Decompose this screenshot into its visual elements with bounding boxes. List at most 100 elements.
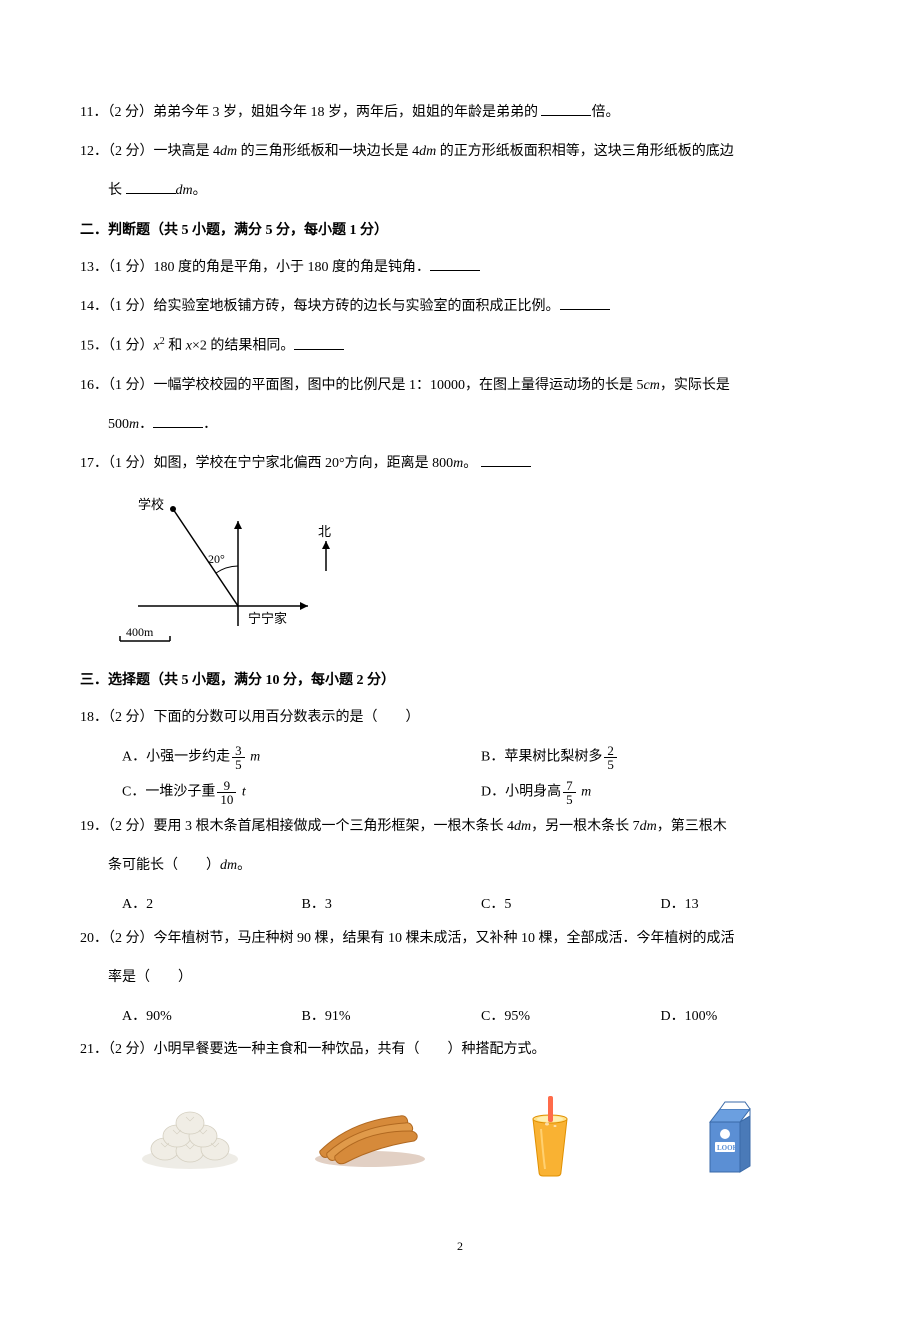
q13-text: 180 度的角是平角，小于 180 度的角是钝角． (154, 260, 431, 275)
q20-indent-a: 率是（ ） (108, 970, 192, 985)
q17-text-a: 如图，学校在宁宁家北偏西 20°方向，距离是 800 (154, 456, 454, 471)
q18-c-frac: 910 (217, 779, 236, 806)
question-18: 18．（2 分）下面的分数可以用百分数表示的是（ ） (80, 705, 840, 730)
q12-number: 12．（2 分） (80, 144, 154, 159)
question-20: 20．（2 分）今年植树节，马庄种树 90 棵，结果有 10 棵未成活，又补种 … (80, 926, 840, 951)
q12-indent-a: 长 (108, 183, 126, 198)
q21-number: 21．（2 分） (80, 1042, 154, 1057)
q19-option-d: D．13 (661, 892, 841, 917)
q18-b-frac: 25 (604, 744, 617, 771)
q17-m: m (453, 456, 463, 471)
milk-icon: LOOK (665, 1096, 795, 1176)
youtiao-icon (305, 1096, 435, 1176)
q11-number: 11．（2 分） (80, 105, 153, 120)
q16-text-d: ． (203, 417, 217, 432)
q20-text-a: 今年植树节，马庄种树 90 棵，结果有 10 棵未成活，又补种 10 棵，全部成… (154, 931, 735, 946)
q16-indent-a: 500 (108, 417, 129, 432)
q16-text-a: 一幅学校校园的平面图，图中的比例尺是 1：10000，在图上量得运动场的长是 5 (154, 378, 644, 393)
question-12-cont: 长 dm。 (80, 178, 840, 203)
q11-text-a: 弟弟今年 3 岁，姐姐今年 18 岁，两年后，姐姐的年龄是弟弟的 (153, 105, 542, 120)
q14-number: 14．（1 分） (80, 299, 154, 314)
q12-text-c: 的正方形纸板面积相等，这块三角形纸板的底边 (436, 144, 734, 159)
q20-options: A．90% B．91% C．95% D．100% (80, 1004, 840, 1037)
q19-indent-a: 条可能长（ ） (108, 858, 220, 873)
home-label: 宁宁家 (248, 611, 287, 626)
q21-food-images: LOOK (80, 1076, 840, 1186)
q18-d-pre: D．小明身高 (481, 785, 561, 800)
question-19-cont: 条可能长（ ）dm。 (80, 853, 840, 878)
question-13: 13．（1 分）180 度的角是平角，小于 180 度的角是钝角． (80, 255, 840, 280)
q20-option-a: A．90% (122, 1004, 302, 1029)
q19-number: 19．（2 分） (80, 819, 154, 834)
q18-text: 下面的分数可以用百分数表示的是（ ） (154, 710, 420, 725)
q16-m: m (129, 417, 139, 432)
q17-number: 17．（1 分） (80, 456, 154, 471)
q18-option-c: C．一堆沙子重910 t (122, 779, 481, 806)
scale-label: 400m (126, 625, 154, 639)
q19-unit2: dm (640, 819, 657, 834)
q16-cm: cm (644, 378, 660, 393)
q17-text-b: 。 (463, 456, 481, 471)
q15-number: 15．（1 分） (80, 339, 154, 354)
q18-a-frac: 35 (232, 744, 245, 771)
q20-option-c: C．95% (481, 1004, 661, 1029)
q11-blank (541, 100, 591, 116)
q18-b-pre: B．苹果树比梨树多 (481, 750, 602, 765)
question-14: 14．（1 分）给实验室地板铺方砖，每块方砖的边长与实验室的面积成正比例。 (80, 294, 840, 319)
q12-text-a: 一块高是 4 (154, 144, 221, 159)
q17-diagram: 学校 20° 北 宁宁家 400m (108, 491, 840, 660)
q12-blank (126, 178, 176, 194)
q15-blank (294, 334, 344, 350)
q18-option-b: B．苹果树比梨树多25 (481, 744, 840, 771)
q16-text-b: ，实际长是 (660, 378, 730, 393)
juice-icon (485, 1096, 615, 1176)
q19-option-a: A．2 (122, 892, 302, 917)
q18-a-unit: m (247, 750, 261, 765)
q21-text: 小明早餐要选一种主食和一种饮品，共有（ ）种搭配方式。 (154, 1042, 546, 1057)
q13-blank (430, 255, 480, 271)
q18-d-frac: 75 (563, 779, 576, 806)
question-17: 17．（1 分）如图，学校在宁宁家北偏西 20°方向，距离是 800m。 (80, 451, 840, 476)
direction-diagram-svg: 学校 20° 北 宁宁家 400m (108, 491, 348, 651)
q19-text-c: ，第三根木 (657, 819, 727, 834)
q16-number: 16．（1 分） (80, 378, 154, 393)
q19-text-a: 要用 3 根木条首尾相接做成一个三角形框架，一根木条长 4 (154, 819, 515, 834)
q14-text: 给实验室地板铺方砖，每块方砖的边长与实验室的面积成正比例。 (154, 299, 560, 314)
question-15: 15．（1 分）x2 和 x×2 的结果相同。 (80, 333, 840, 359)
q18-a-pre: A．小强一步约走 (122, 750, 230, 765)
q20-option-b: B．91% (302, 1004, 482, 1029)
q11-text-b: 倍。 (591, 105, 619, 120)
question-21: 21．（2 分）小明早餐要选一种主食和一种饮品，共有（ ）种搭配方式。 (80, 1037, 840, 1062)
page-number: 2 (80, 1236, 840, 1258)
question-11: 11．（2 分）弟弟今年 3 岁，姐姐今年 18 岁，两年后，姐姐的年龄是弟弟的… (80, 100, 840, 125)
svg-text:LOOK: LOOK (717, 1144, 739, 1152)
q20-option-d: D．100% (661, 1004, 841, 1029)
q19-text-b: ，另一根木条长 7 (531, 819, 640, 834)
q18-number: 18．（2 分） (80, 710, 154, 725)
q18-d-unit: m (578, 785, 592, 800)
question-19: 19．（2 分）要用 3 根木条首尾相接做成一个三角形框架，一根木条长 4dm，… (80, 814, 840, 839)
angle-label: 20° (208, 552, 225, 566)
q19-option-c: C．5 (481, 892, 661, 917)
q19-options: A．2 B．3 C．5 D．13 (80, 892, 840, 925)
q19-unit1: dm (514, 819, 531, 834)
q15-text-b: ×2 的结果相同。 (192, 339, 294, 354)
q18-options: A．小强一步约走35 m B．苹果树比梨树多25 C．一堆沙子重910 t D．… (80, 744, 840, 814)
q17-blank (481, 451, 531, 467)
question-20-cont: 率是（ ） (80, 965, 840, 990)
question-12: 12．（2 分）一块高是 4dm 的三角形纸板和一块边长是 4dm 的正方形纸板… (80, 139, 840, 164)
q16-text-c: ． (139, 417, 153, 432)
q12-text-b: 的三角形纸板和一块边长是 4 (237, 144, 419, 159)
question-16-cont: 500m．． (80, 412, 840, 437)
q14-blank (560, 294, 610, 310)
q16-blank (153, 412, 203, 428)
q18-option-a: A．小强一步约走35 m (122, 744, 481, 771)
q18-c-unit: t (238, 785, 245, 800)
q13-number: 13．（1 分） (80, 260, 154, 275)
q12-text-d: 。 (193, 183, 207, 198)
school-label: 学校 (138, 497, 164, 512)
q18-c-pre: C．一堆沙子重 (122, 785, 215, 800)
q19-option-b: B．3 (302, 892, 482, 917)
q12-unit1: dm (220, 144, 237, 159)
q20-number: 20．（2 分） (80, 931, 154, 946)
